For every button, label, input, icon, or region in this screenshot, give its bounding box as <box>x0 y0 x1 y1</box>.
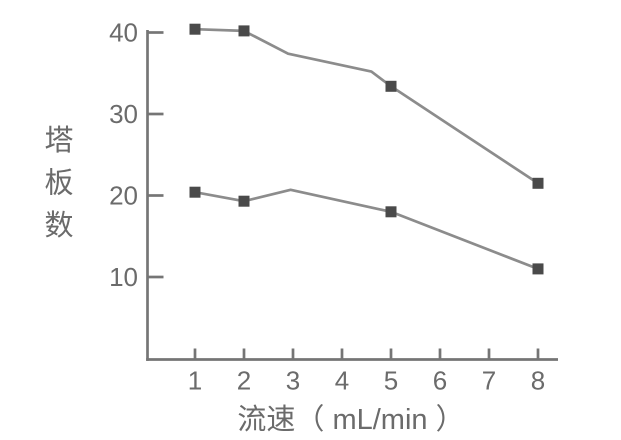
y-tick-label: 20 <box>109 181 138 211</box>
y-axis-title-char: 板 <box>44 167 73 200</box>
x-tick-label: 7 <box>482 366 496 396</box>
lower-series-marker <box>532 263 544 275</box>
x-tick-label: 8 <box>531 366 545 396</box>
lower-series-marker <box>238 195 250 207</box>
x-tick-label: 2 <box>237 366 251 396</box>
x-tick-label: 6 <box>433 366 447 396</box>
upper-series-marker <box>385 80 397 92</box>
series-upper-series <box>189 23 544 189</box>
x-axis-title: 流速（ mL/min ） <box>237 403 464 436</box>
upper-series-marker <box>189 23 201 35</box>
y-tick-label: 30 <box>109 99 138 129</box>
x-tick-label: 3 <box>286 366 300 396</box>
upper-series-line <box>193 27 540 185</box>
x-tick-label: 1 <box>188 366 202 396</box>
series-lower-series <box>189 186 544 275</box>
lower-series-line <box>193 188 540 271</box>
x-tick-label: 5 <box>384 366 398 396</box>
y-axis-title-char: 数 <box>44 209 73 242</box>
y-tick-label: 40 <box>109 18 138 48</box>
upper-series-marker <box>238 25 250 37</box>
lower-series-marker <box>385 206 397 218</box>
tick-labels: 10 20 30 40 1 2 3 4 5 6 7 8 <box>109 18 545 396</box>
upper-series-marker <box>532 177 544 189</box>
x-tick-label: 4 <box>335 366 349 396</box>
lower-series-marker <box>189 186 201 198</box>
y-tick-label: 10 <box>109 262 138 292</box>
axes <box>146 30 558 361</box>
y-axis-title-char: 塔 <box>44 124 73 157</box>
